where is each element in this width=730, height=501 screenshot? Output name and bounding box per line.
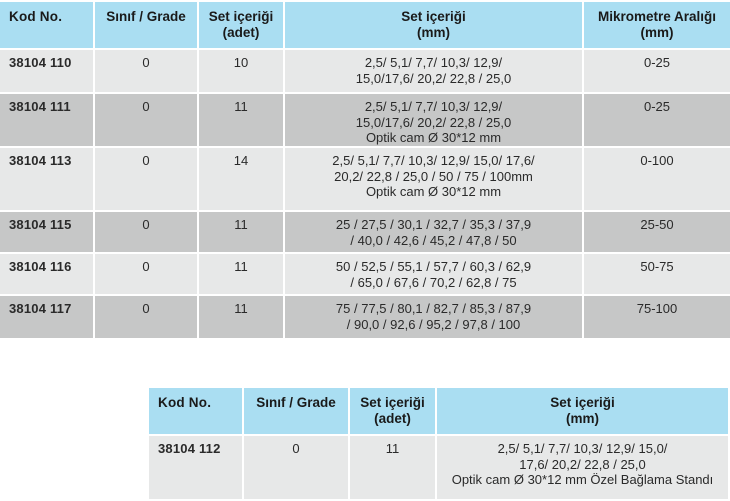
adet-cell: 14 xyxy=(199,148,283,210)
kod-cell: 38104 117 xyxy=(0,296,93,338)
header-sublabel: (mm) xyxy=(417,25,450,40)
mm-cell: 2,5/ 5,1/ 7,7/ 10,3/ 12,9/ 15,0/ 17,6/ 2… xyxy=(437,436,728,499)
mm-cell: 2,5/ 5,1/ 7,7/ 10,3/ 12,9/ 15,0/17,6/ 20… xyxy=(285,50,582,92)
kod-cell: 38104 112 xyxy=(149,436,242,499)
mm-line: 2,5/ 5,1/ 7,7/ 10,3/ 12,9/ xyxy=(364,99,503,114)
mm-line: 17,6/ 20,2/ 22,8 / 25,0 xyxy=(519,456,646,472)
header-label: Set içeriği xyxy=(401,9,466,24)
mm-cell: 50 / 52,5 / 55,1 / 57,7 / 60,3 / 62,9 / … xyxy=(285,254,582,294)
mm-line: 15,0/17,6/ 20,2/ 22,8 / 25,0 xyxy=(355,70,512,86)
header-label: Sınıf / Grade xyxy=(256,395,336,410)
mm-line: 75 / 77,5 / 80,1 / 82,7 / 85,3 / 87,9 xyxy=(335,301,532,316)
mm-line: 50 / 52,5 / 55,1 / 57,7 / 60,3 / 62,9 xyxy=(335,259,532,274)
range-cell: 0-25 xyxy=(584,94,730,146)
header-kod-no: Kod No. xyxy=(0,2,93,48)
header-sublabel: (adet) xyxy=(222,25,260,40)
adet-cell: 11 xyxy=(199,212,283,252)
mm-cell: 2,5/ 5,1/ 7,7/ 10,3/ 12,9/ 15,0/17,6/ 20… xyxy=(285,94,582,146)
range-cell: 25-50 xyxy=(584,212,730,252)
micrometer-set-table-main: Kod No. Sınıf / Grade Set içeriği (adet)… xyxy=(0,2,730,338)
mm-line: 2,5/ 5,1/ 7,7/ 10,3/ 12,9/ xyxy=(364,55,503,70)
header-sublabel: (mm) xyxy=(566,411,599,426)
mm-cell: 2,5/ 5,1/ 7,7/ 10,3/ 12,9/ 15,0/ 17,6/ 2… xyxy=(285,148,582,210)
header-label: Kod No. xyxy=(9,9,63,24)
grade-cell: 0 xyxy=(95,50,197,92)
grade-cell: 0 xyxy=(95,148,197,210)
kod-cell: 38104 116 xyxy=(0,254,93,294)
header-kod-no: Kod No. xyxy=(149,388,242,434)
grade-cell: 0 xyxy=(95,94,197,146)
mm-line: 15,0/17,6/ 20,2/ 22,8 / 25,0 xyxy=(355,114,512,130)
mm-line: Optik cam Ø 30*12 mm Özel Bağlama Standı xyxy=(451,472,714,487)
header-set-icerigi-mm: Set içeriği (mm) xyxy=(437,388,728,434)
table-row: 38104 112 0 11 2,5/ 5,1/ 7,7/ 10,3/ 12,9… xyxy=(149,436,728,499)
adet-cell: 10 xyxy=(199,50,283,92)
mm-line: 2,5/ 5,1/ 7,7/ 10,3/ 12,9/ 15,0/ xyxy=(497,441,668,456)
header-sinif-grade: Sınıf / Grade xyxy=(95,2,197,48)
range-cell: 50-75 xyxy=(584,254,730,294)
header-set-icerigi-adet: Set içeriği (adet) xyxy=(199,2,283,48)
table-row: 38104 110 0 10 2,5/ 5,1/ 7,7/ 10,3/ 12,9… xyxy=(0,50,730,92)
kod-cell: 38104 113 xyxy=(0,148,93,210)
range-cell: 0-100 xyxy=(584,148,730,210)
header-sublabel: (mm) xyxy=(640,25,674,40)
kod-cell: 38104 111 xyxy=(0,94,93,146)
grade-cell: 0 xyxy=(244,436,348,499)
table-row: 38104 117 0 11 75 / 77,5 / 80,1 / 82,7 /… xyxy=(0,296,730,338)
grade-cell: 0 xyxy=(95,296,197,338)
grade-cell: 0 xyxy=(95,212,197,252)
kod-cell: 38104 110 xyxy=(0,50,93,92)
adet-cell: 11 xyxy=(199,296,283,338)
header-sinif-grade: Sınıf / Grade xyxy=(244,388,348,434)
header-set-icerigi-mm: Set içeriği (mm) xyxy=(285,2,582,48)
grade-cell: 0 xyxy=(95,254,197,294)
header-label: Set içeriği xyxy=(550,395,615,410)
mm-line: / 90,0 / 92,6 / 95,2 / 97,8 / 100 xyxy=(346,316,521,332)
table-row: 38104 111 0 11 2,5/ 5,1/ 7,7/ 10,3/ 12,9… xyxy=(0,94,730,146)
range-cell: 0-25 xyxy=(584,50,730,92)
header-sublabel: (adet) xyxy=(374,411,411,426)
table-row: 38104 113 0 14 2,5/ 5,1/ 7,7/ 10,3/ 12,9… xyxy=(0,148,730,210)
header-label: Kod No. xyxy=(158,395,212,410)
header-mikrometre-araligi: Mikrometre Aralığı (mm) xyxy=(584,2,730,48)
mm-line: 25 / 27,5 / 30,1 / 32,7 / 35,3 / 37,9 xyxy=(335,217,532,232)
header-label: Mikrometre Aralığı xyxy=(597,9,717,24)
mm-line: / 65,0 / 67,6 / 70,2 / 62,8 / 75 xyxy=(350,274,517,290)
table-row: 38104 115 0 11 25 / 27,5 / 30,1 / 32,7 /… xyxy=(0,212,730,252)
kod-cell: 38104 115 xyxy=(0,212,93,252)
mm-line: 2,5/ 5,1/ 7,7/ 10,3/ 12,9/ 15,0/ 17,6/ xyxy=(332,153,535,168)
mm-cell: 75 / 77,5 / 80,1 / 82,7 / 85,3 / 87,9 / … xyxy=(285,296,582,338)
micrometer-set-table-secondary: Kod No. Sınıf / Grade Set içeriği (adet)… xyxy=(149,388,728,499)
mm-line: / 40,0 / 42,6 / 45,2 / 47,8 / 50 xyxy=(350,232,517,248)
header-label: Sınıf / Grade xyxy=(106,9,186,24)
table-header-row: Kod No. Sınıf / Grade Set içeriği (adet)… xyxy=(149,388,728,434)
mm-line: Optik cam Ø 30*12 mm xyxy=(365,184,502,199)
range-cell: 75-100 xyxy=(584,296,730,338)
header-label: Set içeriği xyxy=(360,395,425,410)
adet-cell: 11 xyxy=(350,436,435,499)
adet-cell: 11 xyxy=(199,94,283,146)
table-row: 38104 116 0 11 50 / 52,5 / 55,1 / 57,7 /… xyxy=(0,254,730,294)
table-header-row: Kod No. Sınıf / Grade Set içeriği (adet)… xyxy=(0,2,730,48)
adet-cell: 11 xyxy=(199,254,283,294)
header-set-icerigi-adet: Set içeriği (adet) xyxy=(350,388,435,434)
mm-line: Optik cam Ø 30*12 mm xyxy=(365,130,502,145)
mm-cell: 25 / 27,5 / 30,1 / 32,7 / 35,3 / 37,9 / … xyxy=(285,212,582,252)
mm-line: 20,2/ 22,8 / 25,0 / 50 / 75 / 100mm xyxy=(334,168,533,184)
header-label: Set içeriği xyxy=(208,9,274,24)
